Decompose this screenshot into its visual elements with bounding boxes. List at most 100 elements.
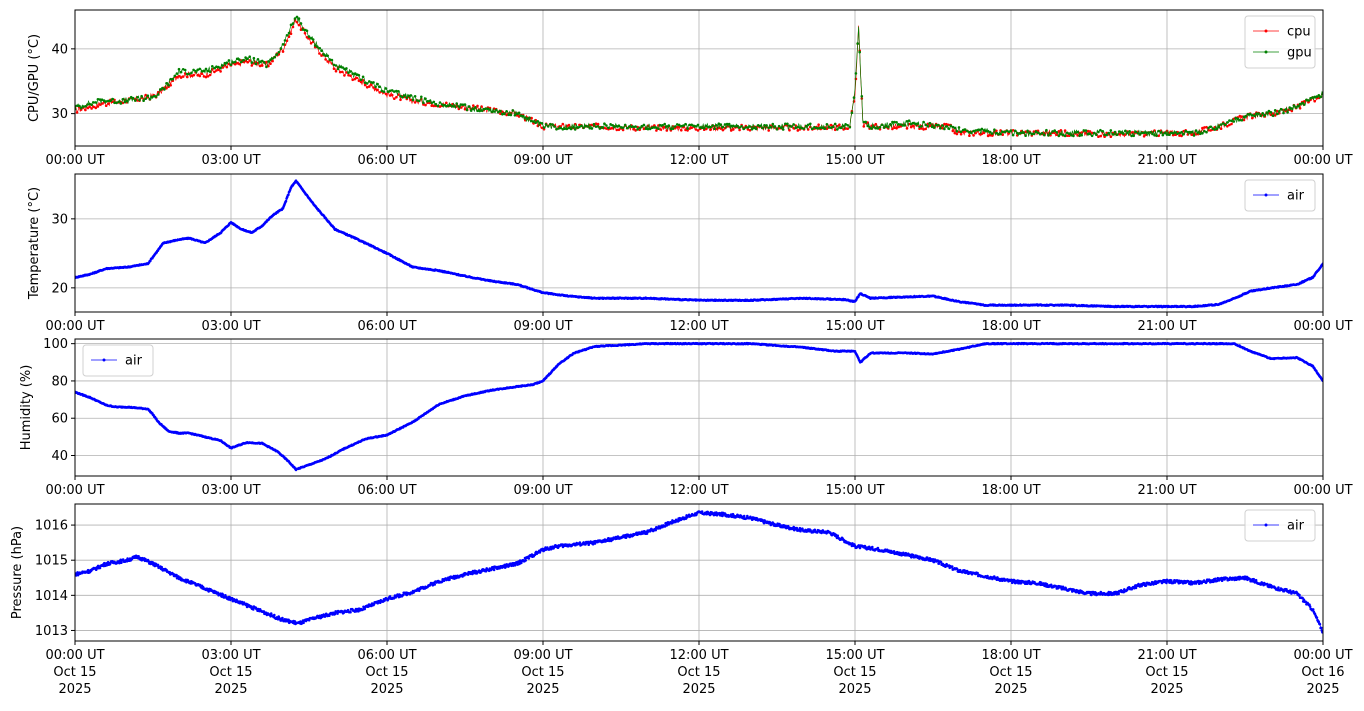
y-tick-label-0: 30 [51,107,68,122]
point [937,124,940,127]
point [308,35,311,38]
point [749,125,752,128]
point [1193,134,1196,137]
point [697,124,700,127]
point [149,98,152,101]
x-tick-label-0: 00:00 UT [45,153,104,168]
point [1291,107,1294,110]
point [395,96,398,99]
point [838,123,841,126]
x-tick-label-4: 12:00 UT [669,153,728,168]
point [1026,130,1029,133]
legend-marker-air [1265,194,1268,197]
point [703,127,706,130]
point [636,128,639,131]
point [1160,131,1163,134]
point [205,68,208,71]
point [437,105,440,108]
x-tick-label-7: 21:00 UT [1137,319,1196,334]
point [414,101,417,104]
point [657,127,660,130]
point [1114,131,1117,134]
point [1168,133,1171,136]
point [547,125,550,128]
point [1195,129,1198,132]
point [927,125,930,128]
point [774,125,777,128]
point [155,95,158,98]
point [1313,100,1316,103]
point [842,125,845,128]
point [740,125,743,128]
point [1053,129,1056,132]
point [895,121,898,124]
point [422,102,425,105]
point [834,123,837,126]
point [199,75,202,78]
point [282,50,285,53]
point [713,127,716,130]
y-axis-label: Temperature (°C) [27,187,42,300]
point [574,128,577,131]
point [140,95,143,98]
point [759,125,762,128]
point [401,96,404,99]
point [142,99,145,102]
point [1116,133,1119,136]
point [228,59,231,62]
point [780,126,783,129]
point [221,64,224,67]
legend-marker-gpu [1265,51,1268,54]
point [562,123,565,126]
point [1251,117,1254,120]
point [1041,132,1044,135]
legend-label-gpu: gpu [1287,46,1312,61]
point [522,115,525,118]
point [474,106,477,109]
point [981,128,984,131]
point [292,22,295,25]
point [176,72,179,75]
point [855,72,858,75]
point [165,82,168,85]
point [674,125,677,128]
point [90,107,93,110]
point [1064,129,1067,132]
point [1320,95,1323,98]
point [972,134,975,137]
legend: air [1245,180,1315,211]
point [358,74,361,77]
point [1024,134,1027,137]
point [767,129,770,132]
point [341,71,344,74]
point [466,109,469,112]
point [1282,112,1285,115]
point [1097,131,1100,134]
point [391,94,394,97]
point [1253,114,1256,117]
point [1191,131,1194,134]
point [312,38,315,41]
point [433,101,436,104]
point [226,66,229,69]
point [832,126,835,129]
point [333,67,336,70]
point [403,94,406,97]
point [412,99,415,102]
point [1056,131,1059,134]
point [543,126,546,129]
point [201,73,204,76]
point [924,128,927,131]
point [770,126,773,129]
point [1286,111,1289,114]
point [929,122,932,125]
point [376,83,379,86]
point [634,125,637,128]
point [920,125,923,128]
x-tick-label-3: 09:00 UT [513,319,572,334]
point [318,52,321,55]
point [809,123,812,126]
point [246,61,249,64]
